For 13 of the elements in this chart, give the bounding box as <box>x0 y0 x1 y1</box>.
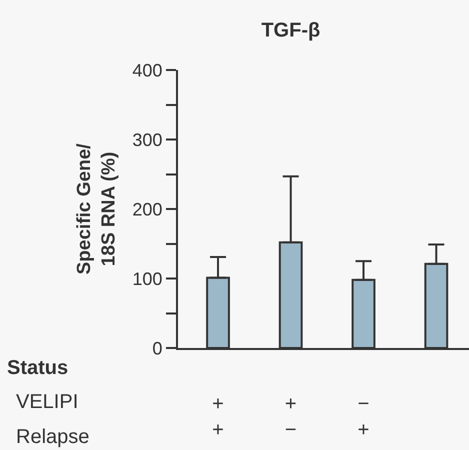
y-tick-label: 200 <box>132 199 162 220</box>
y-tick-label: 0 <box>152 338 162 358</box>
y-tick-label: 300 <box>132 130 162 150</box>
text: Status <box>7 357 68 379</box>
x-tick-label: + − <box>284 393 297 441</box>
text: Relapse <box>16 426 90 448</box>
y-tick-label: 400 <box>132 60 162 80</box>
y-axis-title: Specific Gene/ 18S RNA (%) <box>74 142 120 274</box>
x-tick-label: − + <box>358 393 370 441</box>
y-tick-label: 100 <box>132 268 162 289</box>
chart-title: TGF-β <box>261 20 320 42</box>
x-tick-label: + + <box>212 393 224 441</box>
text: VELIPI <box>16 391 78 413</box>
